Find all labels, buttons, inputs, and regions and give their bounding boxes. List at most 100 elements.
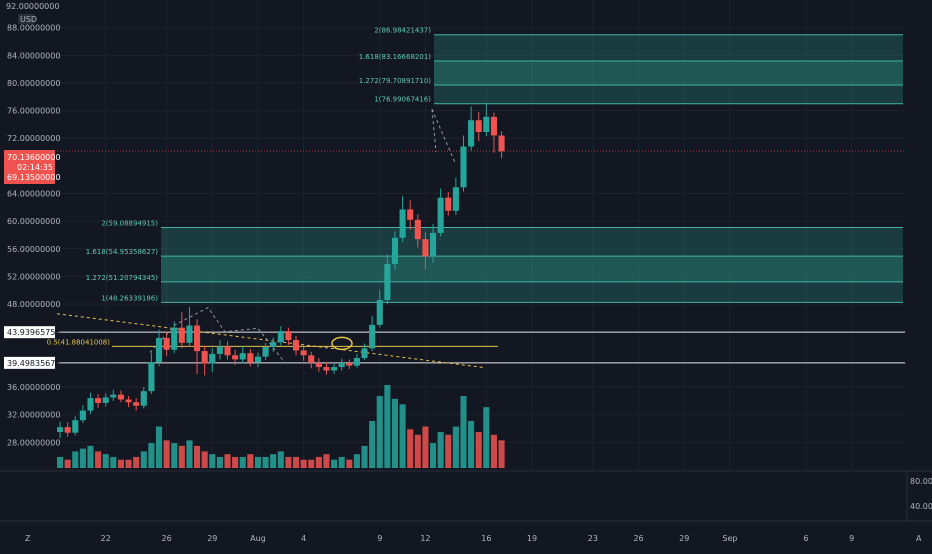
annotation-label: 0.5(41.88041008) <box>47 338 111 346</box>
price-level-box <box>4 356 55 369</box>
candle-bear <box>117 394 124 400</box>
volume-bar <box>369 420 376 468</box>
candle-bull <box>140 391 147 406</box>
volume-bar <box>468 420 475 468</box>
volume-bar <box>277 451 284 468</box>
current-price-box <box>4 150 55 184</box>
candle-bull <box>391 237 399 265</box>
currency-badge[interactable] <box>18 14 35 24</box>
candle-bull <box>148 362 155 392</box>
y-tick-label: 80.00000000 <box>7 79 60 88</box>
volume-bar <box>95 451 102 468</box>
x-tick-label: 29 <box>679 534 689 543</box>
candle-bull <box>216 346 223 354</box>
timezone-button[interactable]: Z <box>25 534 31 543</box>
candle-bear <box>247 353 254 363</box>
volume-bar <box>201 451 208 468</box>
lower-zone-band <box>161 227 903 257</box>
countdown-timer: 02:14:35 <box>17 163 53 172</box>
candle-bull <box>483 116 490 133</box>
top-price-label: 92.00000000 <box>6 2 59 11</box>
volume-bar <box>346 459 353 468</box>
volume-bar <box>338 456 345 468</box>
candle-bull <box>460 146 467 188</box>
auto-scale-button[interactable]: A <box>916 534 922 543</box>
y-tick-label: 60.00000000 <box>7 217 60 226</box>
candle-bear <box>308 355 315 363</box>
candle-bull <box>353 358 360 366</box>
x-tick-label: 22 <box>101 534 111 543</box>
volume-bar <box>498 440 505 468</box>
candle-bear <box>323 367 330 371</box>
volume-bar <box>384 385 391 468</box>
y-tick-label: 36.00000000 <box>7 383 60 392</box>
volume-bar <box>391 398 399 468</box>
candle-bear <box>64 427 71 433</box>
volume-bar <box>414 434 421 468</box>
candle-bull <box>277 331 284 343</box>
candle-bear <box>498 135 505 152</box>
candle-bear <box>346 362 353 366</box>
x-tick-label: 16 <box>481 534 491 543</box>
upper-zone-band <box>434 34 903 62</box>
candle-bull <box>338 362 345 368</box>
y-tick-label: 84.00000000 <box>7 51 60 60</box>
candle-bear <box>133 402 140 406</box>
volume-bar <box>194 445 201 468</box>
volume-bar <box>110 456 117 468</box>
upper-zone-band <box>434 61 903 85</box>
candle-bear <box>224 346 231 356</box>
lower-fib-label: 1.618(54.95358627) <box>86 248 159 256</box>
x-tick-label: 26 <box>633 534 643 543</box>
volume-bar <box>171 443 178 468</box>
lower-fib-label: 1(48.26339186) <box>101 294 158 302</box>
current-price-value: 70.13600000 <box>7 153 60 162</box>
upper-fib-label: 2(86.98421437) <box>374 27 431 35</box>
volume-bar <box>140 451 147 468</box>
volume-bar <box>209 454 216 468</box>
candle-bear <box>300 350 307 356</box>
volume-bar <box>292 456 300 468</box>
y-tick-label: 32.00000000 <box>7 411 60 420</box>
x-tick-label: 29 <box>207 534 217 543</box>
candle-bull <box>72 420 79 433</box>
upper-fib-label: 1.618(83.16668201) <box>359 53 432 61</box>
volume-bar <box>376 396 383 468</box>
volume-bar <box>422 426 429 468</box>
candle-bear <box>414 219 421 240</box>
candle-bull <box>254 356 262 363</box>
volume-bar <box>125 459 132 468</box>
volume-bar <box>445 434 452 468</box>
candle-bull <box>186 325 193 343</box>
volume-bar <box>308 459 315 468</box>
volume-axis-label-80: 80.00 <box>910 477 932 486</box>
candle-bull <box>452 187 459 211</box>
candle-bull <box>57 427 64 432</box>
volume-bar <box>452 426 459 468</box>
x-tick-label: 23 <box>588 534 598 543</box>
candle-bull <box>171 327 178 350</box>
y-tick-label: 28.00000000 <box>7 438 60 447</box>
volume-bar <box>407 429 414 468</box>
volume-bar <box>224 454 231 468</box>
volume-bar <box>490 434 497 468</box>
x-tick-label: 9 <box>377 534 382 543</box>
labels: 88.00000000 84.00000000 80.00000000 76.0000… <box>4 24 854 543</box>
x-tick-label: 19 <box>527 534 537 543</box>
upper-zone-band <box>434 84 903 104</box>
pattern-line <box>149 306 286 364</box>
volume-bar <box>87 445 94 468</box>
lower-zone-band <box>161 281 903 303</box>
breakout-circle <box>331 336 353 351</box>
candle-bull <box>369 324 376 349</box>
y-tick-label: 88.00000000 <box>7 24 60 33</box>
volume-bar <box>483 407 490 468</box>
volume-bar <box>262 456 269 468</box>
volume-bar <box>163 440 170 468</box>
candle-bull <box>429 232 437 257</box>
x-tick-label: Aug <box>250 534 266 543</box>
volume-bar <box>148 443 155 468</box>
current-low-value: 69.13500000 <box>7 173 60 182</box>
